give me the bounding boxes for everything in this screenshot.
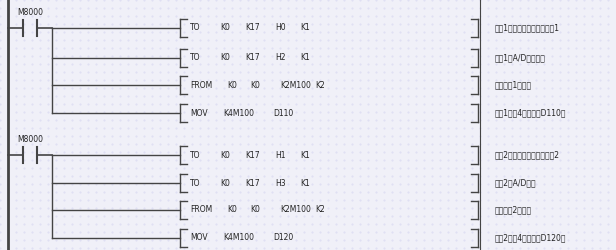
Text: TO: TO — [190, 150, 200, 160]
Text: K0: K0 — [220, 24, 230, 32]
Text: K0: K0 — [227, 206, 237, 214]
Text: D120: D120 — [273, 234, 293, 242]
Text: H1: H1 — [275, 150, 285, 160]
Text: K1: K1 — [300, 54, 310, 62]
Text: D110: D110 — [273, 108, 293, 118]
Text: TO: TO — [190, 178, 200, 188]
Text: K4M100: K4M100 — [223, 234, 254, 242]
Text: K0: K0 — [220, 178, 230, 188]
Text: K2: K2 — [315, 80, 325, 90]
Text: K2M100: K2M100 — [280, 206, 311, 214]
Text: K1: K1 — [300, 150, 310, 160]
Text: K0: K0 — [227, 80, 237, 90]
Text: 通道2的高4位存储在D120中: 通道2的高4位存储在D120中 — [495, 234, 567, 242]
Text: MOV: MOV — [190, 234, 208, 242]
Text: K4M100: K4M100 — [223, 108, 254, 118]
Text: 读取通道1的数値: 读取通道1的数値 — [495, 80, 532, 90]
Text: TO: TO — [190, 54, 200, 62]
Text: K2M100: K2M100 — [280, 80, 311, 90]
Text: K0: K0 — [250, 80, 260, 90]
Text: FROM: FROM — [190, 206, 213, 214]
Text: MOV: MOV — [190, 108, 208, 118]
Text: M8000: M8000 — [17, 135, 43, 144]
Text: 选厖2号激光传感器输入通道2: 选厖2号激光传感器输入通道2 — [495, 150, 560, 160]
Text: K17: K17 — [245, 24, 259, 32]
Text: K17: K17 — [245, 150, 259, 160]
Text: K17: K17 — [245, 178, 259, 188]
Text: 通道2的A/D开始: 通道2的A/D开始 — [495, 178, 537, 188]
Text: FROM: FROM — [190, 80, 213, 90]
Text: H0: H0 — [275, 24, 286, 32]
Text: TO: TO — [190, 24, 200, 32]
Text: K1: K1 — [300, 178, 310, 188]
Text: 选厖1号激光传感器输入通道1: 选厖1号激光传感器输入通道1 — [495, 24, 560, 32]
Text: K0: K0 — [250, 206, 260, 214]
Text: 通道1的A/D转化开始: 通道1的A/D转化开始 — [495, 54, 546, 62]
Text: K0: K0 — [220, 150, 230, 160]
Text: K0: K0 — [220, 54, 230, 62]
Text: M8000: M8000 — [17, 8, 43, 17]
Text: H3: H3 — [275, 178, 286, 188]
Text: 通道1的高4位存储在D110中: 通道1的高4位存储在D110中 — [495, 108, 567, 118]
Text: 读取通道2的数値: 读取通道2的数値 — [495, 206, 532, 214]
Text: K1: K1 — [300, 24, 310, 32]
Text: K2: K2 — [315, 206, 325, 214]
Text: K17: K17 — [245, 54, 259, 62]
Text: H2: H2 — [275, 54, 285, 62]
